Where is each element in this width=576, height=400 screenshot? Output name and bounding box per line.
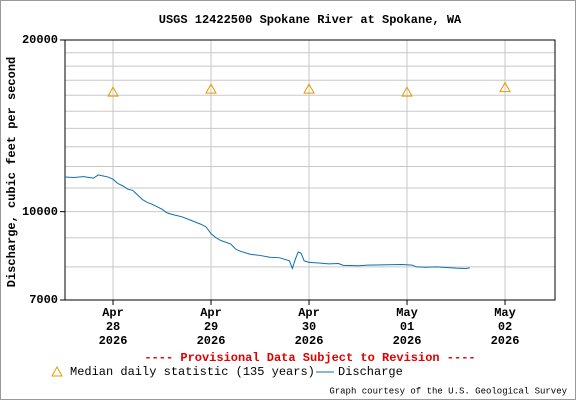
x-tick-label: May: [396, 306, 418, 320]
x-tick-label: Apr: [200, 306, 222, 320]
median-marker: [107, 86, 119, 97]
x-tick-label: 01: [400, 320, 414, 334]
credit: Graph courtesy of the U.S. Geological Su…: [329, 386, 567, 396]
plot-border: [64, 39, 556, 301]
x-tick-label: 2026: [197, 334, 226, 348]
legend-symbol: [51, 365, 63, 377]
x-tick-label: May: [494, 306, 516, 320]
y-tick-label: 7000: [29, 293, 58, 307]
legend-label: Median daily statistic (135 years): [70, 365, 315, 379]
x-tick-label: 2026: [393, 334, 422, 348]
x-tick-label: 2026: [295, 334, 324, 348]
median-marker: [205, 83, 217, 94]
x-tick-label: 2026: [99, 334, 128, 348]
discharge-line: [64, 174, 470, 270]
x-tick-label: 29: [204, 320, 218, 334]
median-marker: [303, 83, 315, 94]
x-tick-label: 30: [302, 320, 316, 334]
median-marker: [499, 81, 511, 93]
x-tick-label: 02: [498, 320, 512, 334]
y-axis-label: Discharge, cubic feet per second: [5, 57, 19, 287]
y-tick-label: 10000: [22, 205, 58, 219]
median-marker: [401, 86, 413, 97]
provisional-note: ---- Provisional Data Subject to Revisio…: [144, 351, 475, 365]
x-tick-label: Apr: [102, 306, 124, 320]
y-tick-label: 20000: [22, 33, 58, 47]
chart-title: USGS 12422500 Spokane River at Spokane, …: [159, 13, 462, 27]
x-tick-label: Apr: [298, 306, 320, 320]
legend-label: Discharge: [338, 365, 403, 379]
x-tick-label: 28: [106, 320, 120, 334]
x-tick-label: 2026: [491, 334, 520, 348]
